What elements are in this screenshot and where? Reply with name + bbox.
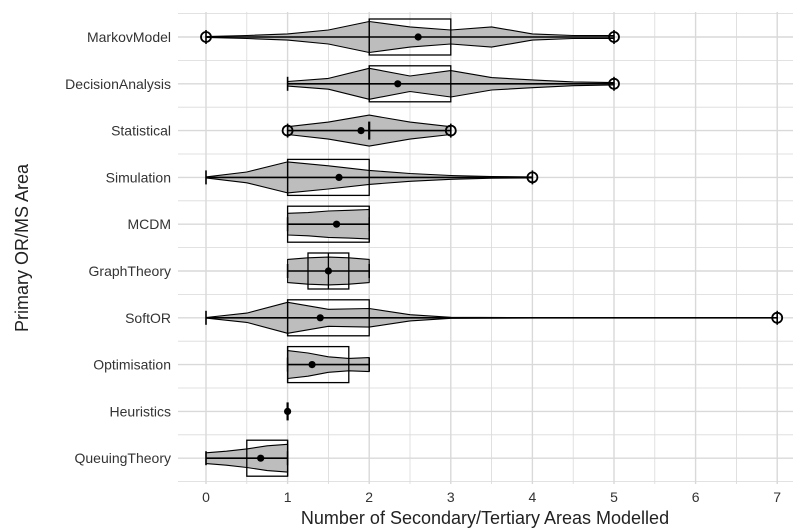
x-tick-label: 1 xyxy=(284,489,292,505)
y-tick-label: QueuingTheory xyxy=(74,450,171,466)
mean-point xyxy=(308,361,316,369)
outlier-point xyxy=(444,124,457,137)
mean-point xyxy=(284,407,292,415)
x-tick-label: 4 xyxy=(529,489,537,505)
x-tick-label: 0 xyxy=(202,489,210,505)
mean-point xyxy=(414,33,422,41)
mean-point xyxy=(335,173,343,181)
y-tick-label: Statistical xyxy=(111,123,171,139)
y-tick-label: Simulation xyxy=(106,169,171,185)
x-tick-label: 3 xyxy=(447,489,455,505)
x-axis-title: Number of Secondary/Tertiary Areas Model… xyxy=(301,508,669,528)
mean-point xyxy=(257,454,265,462)
x-tick-label: 2 xyxy=(365,489,373,505)
y-tick-label: MCDM xyxy=(127,216,171,232)
y-tick-label: Optimisation xyxy=(93,357,171,373)
mean-point xyxy=(316,314,324,322)
outlier-point xyxy=(281,124,294,137)
outlier-point xyxy=(771,311,784,324)
mean-point xyxy=(324,267,332,275)
whiskers xyxy=(205,30,779,466)
x-tick-labels: 0 1 2 3 4 5 6 7 xyxy=(202,489,781,505)
outlier-point xyxy=(608,31,620,43)
x-tick-label: 7 xyxy=(773,489,781,505)
y-tick-label: GraphTheory xyxy=(89,263,171,279)
outlier-point xyxy=(608,77,620,90)
y-tick-label: Heuristics xyxy=(110,403,171,419)
outlier-point xyxy=(200,31,212,43)
means xyxy=(257,33,422,462)
outliers xyxy=(200,31,784,324)
outlier-point xyxy=(526,171,539,184)
mean-point xyxy=(357,127,365,135)
mean-point xyxy=(394,80,402,88)
x-tick-label: 5 xyxy=(610,489,618,505)
x-tick-label: 6 xyxy=(692,489,700,505)
y-axis-title: Primary OR/MS Area xyxy=(12,163,32,332)
y-tick-label: MarkovModel xyxy=(87,29,171,45)
mean-point xyxy=(332,220,341,228)
y-tick-label: DecisionAnalysis xyxy=(65,76,171,92)
y-tick-labels: MarkovModel DecisionAnalysis Statistical Si… xyxy=(65,29,171,466)
y-tick-label: SoftOR xyxy=(125,310,171,326)
